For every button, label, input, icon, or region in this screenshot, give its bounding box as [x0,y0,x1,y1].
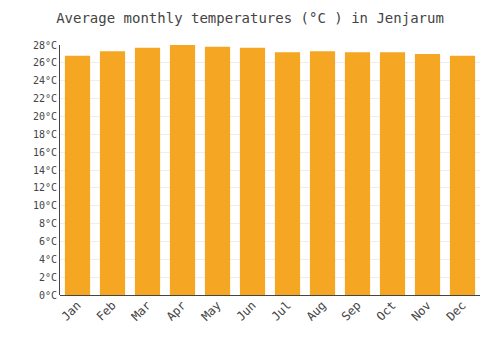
svg-text:Jun: Jun [234,298,259,323]
svg-text:Aug: Aug [304,298,329,323]
svg-text:16°C: 16°C [33,147,57,158]
svg-text:10°C: 10°C [33,200,57,211]
svg-text:6°C: 6°C [39,236,57,247]
svg-text:May: May [199,298,224,323]
svg-text:Average monthly temperatures (: Average monthly temperatures (°C ) in Je… [56,10,444,26]
svg-text:26°C: 26°C [33,57,57,68]
svg-text:2°C: 2°C [39,272,57,283]
svg-text:4°C: 4°C [39,254,57,265]
svg-text:28°C: 28°C [33,40,57,51]
svg-text:Jan: Jan [59,298,84,323]
svg-text:Oct: Oct [374,298,399,323]
svg-text:8°C: 8°C [39,218,57,229]
svg-text:Sep: Sep [339,298,364,323]
svg-text:0°C: 0°C [39,290,57,301]
svg-text:Dec: Dec [444,298,469,323]
svg-text:20°C: 20°C [33,111,57,122]
svg-text:Feb: Feb [94,298,119,323]
svg-text:24°C: 24°C [33,75,57,86]
svg-text:Apr: Apr [164,298,189,323]
svg-text:Nov: Nov [409,298,434,323]
svg-text:18°C: 18°C [33,129,57,140]
svg-text:12°C: 12°C [33,182,57,193]
svg-text:Mar: Mar [129,298,154,323]
svg-text:14°C: 14°C [33,165,57,176]
svg-text:22°C: 22°C [33,93,57,104]
svg-text:Jul: Jul [269,298,294,323]
